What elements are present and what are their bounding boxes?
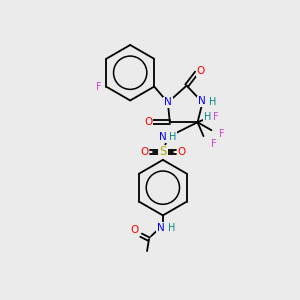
Text: H: H [169, 132, 176, 142]
Text: H: H [209, 98, 216, 107]
Text: F: F [218, 129, 224, 139]
Text: F: F [96, 82, 102, 92]
Text: O: O [196, 66, 205, 76]
Text: O: O [140, 147, 148, 157]
Text: F: F [211, 139, 216, 149]
Text: O: O [130, 225, 138, 235]
Text: H: H [168, 223, 176, 233]
Text: O: O [144, 117, 152, 127]
Text: H: H [204, 112, 211, 122]
Text: N: N [198, 97, 206, 106]
Text: N: N [157, 223, 165, 233]
Text: S: S [159, 146, 167, 158]
Text: N: N [159, 132, 167, 142]
Text: N: N [164, 98, 172, 107]
Text: F: F [213, 112, 218, 122]
Text: O: O [178, 147, 186, 157]
